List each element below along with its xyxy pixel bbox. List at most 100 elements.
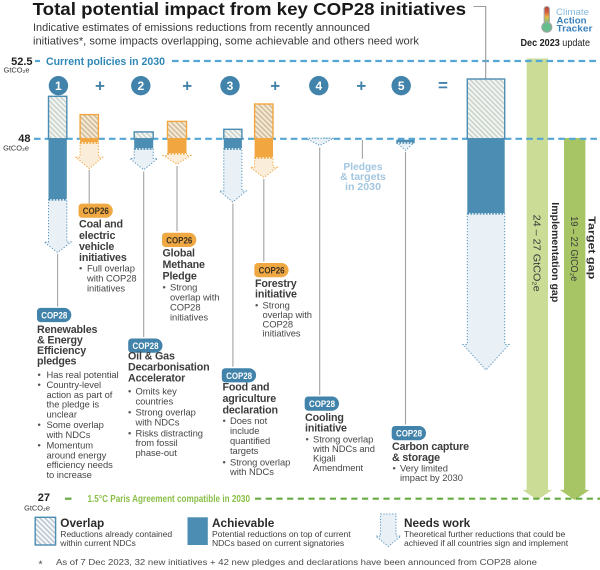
- svg-text:targets: targets: [230, 445, 259, 456]
- svg-text:5: 5: [398, 79, 405, 93]
- svg-text:+: +: [270, 76, 280, 95]
- svg-text:Has real potential: Has real potential: [47, 369, 119, 380]
- svg-text:•: •: [38, 379, 41, 390]
- svg-text:Reductions already contained: Reductions already contained: [60, 529, 172, 539]
- svg-text:48: 48: [18, 133, 30, 145]
- svg-text:Strong overlap: Strong overlap: [136, 407, 196, 418]
- svg-text:Momentum: Momentum: [47, 440, 94, 451]
- svg-text:COP28: COP28: [41, 311, 67, 321]
- svg-text:+: +: [182, 76, 192, 95]
- svg-text:declaration: declaration: [223, 405, 278, 417]
- svg-text:Global: Global: [163, 248, 196, 260]
- svg-text:•: •: [306, 434, 309, 445]
- svg-text:*: *: [39, 559, 43, 570]
- svg-text:with NDCs: with NDCs: [135, 416, 180, 427]
- svg-text:Achievable: Achievable: [212, 516, 275, 530]
- svg-text:Target gap: Target gap: [585, 216, 596, 279]
- svg-text:Total potential impact from ke: Total potential impact from key COP28 in…: [33, 0, 467, 19]
- svg-text:initiatives: initiatives: [263, 328, 301, 339]
- svg-text:quantified: quantified: [230, 435, 270, 446]
- svg-text:24 – 27 GtCO₂e: 24 – 27 GtCO₂e: [530, 215, 541, 293]
- svg-text:Country-level: Country-level: [47, 379, 102, 390]
- svg-text:+: +: [356, 76, 366, 95]
- svg-text:COP28: COP28: [309, 399, 335, 409]
- svg-text:Strong overlap: Strong overlap: [313, 434, 373, 445]
- svg-text:•: •: [79, 263, 82, 274]
- svg-text:Action: Action: [557, 16, 587, 26]
- svg-text:& Energy: & Energy: [37, 335, 83, 347]
- svg-text:•: •: [38, 419, 41, 430]
- svg-text:Indicative estimates of emissi: Indicative estimates of emissions reduct…: [33, 22, 370, 34]
- svg-text:52.5: 52.5: [11, 56, 32, 68]
- svg-text:include: include: [230, 425, 259, 436]
- svg-text:agriculture: agriculture: [223, 393, 277, 405]
- svg-text:1: 1: [55, 79, 62, 93]
- svg-text:Full overlap: Full overlap: [87, 263, 135, 274]
- svg-text:Amendment: Amendment: [313, 462, 364, 473]
- svg-text:countries: countries: [136, 396, 174, 407]
- svg-text:GtCO₂e: GtCO₂e: [3, 143, 29, 152]
- svg-text:around energy: around energy: [47, 449, 107, 460]
- svg-text:Pledge: Pledge: [163, 271, 197, 283]
- svg-text:=: =: [438, 76, 448, 95]
- svg-text:Risks distracting: Risks distracting: [136, 427, 203, 438]
- svg-text:NDCs based on current signator: NDCs based on current signatories: [212, 538, 344, 548]
- svg-text:Decarbonisation: Decarbonisation: [128, 362, 210, 374]
- svg-text:electric: electric: [79, 230, 115, 242]
- svg-text:vehicle: vehicle: [79, 241, 114, 253]
- svg-text:Coal and: Coal and: [79, 219, 123, 231]
- svg-text:COP26: COP26: [83, 206, 109, 216]
- svg-text:Methane: Methane: [163, 259, 206, 271]
- svg-text:Strong: Strong: [263, 300, 290, 311]
- svg-text:•: •: [128, 407, 131, 418]
- svg-text:Implementation gap: Implementation gap: [549, 202, 560, 302]
- svg-text:with NDCs and: with NDCs and: [312, 443, 375, 454]
- svg-text:Needs work: Needs work: [404, 516, 471, 530]
- svg-text:•: •: [128, 386, 131, 397]
- svg-text:with NDCs: with NDCs: [46, 429, 91, 440]
- svg-text:impact by 2030: impact by 2030: [400, 472, 463, 483]
- svg-text:the pledge is: the pledge is: [47, 399, 100, 410]
- svg-text:GtCO₂e: GtCO₂e: [4, 66, 30, 75]
- svg-text:•: •: [163, 282, 166, 293]
- svg-text:GtCO₂e: GtCO₂e: [24, 504, 50, 513]
- svg-text:with NDCs: with NDCs: [229, 466, 274, 477]
- svg-text:Strong overlap: Strong overlap: [230, 456, 290, 467]
- svg-text:achieved if all countries sign: achieved if all countries sign and imple…: [404, 538, 569, 548]
- svg-text:As of 7 Dec 2023, 32 new initi: As of 7 Dec 2023, 32 new initiatives + 4…: [56, 557, 537, 567]
- svg-text:Renewables: Renewables: [37, 324, 97, 336]
- svg-text:19 – 22 GtCO₂e: 19 – 22 GtCO₂e: [568, 216, 579, 282]
- svg-text:Carbon capture: Carbon capture: [392, 441, 469, 453]
- svg-text:initiative: initiative: [305, 423, 347, 435]
- svg-text:& storage: & storage: [392, 452, 440, 464]
- svg-text:efficiency needs: efficiency needs: [47, 459, 114, 470]
- svg-text:Tracker: Tracker: [557, 23, 593, 33]
- svg-text:overlap with: overlap with: [263, 309, 312, 320]
- svg-text:from fossil: from fossil: [136, 437, 178, 448]
- svg-text:•: •: [128, 427, 131, 438]
- svg-text:with COP28: with COP28: [86, 273, 137, 284]
- svg-text:Theoretical further reductions: Theoretical further reductions that coul…: [404, 529, 565, 539]
- svg-text:Dec 2023 update: Dec 2023 update: [521, 38, 591, 49]
- svg-text:Very limited: Very limited: [400, 462, 448, 473]
- svg-text:27: 27: [38, 492, 50, 504]
- svg-text:2: 2: [137, 79, 144, 93]
- svg-text:in 2030: in 2030: [345, 182, 382, 193]
- svg-text:& targets: & targets: [340, 172, 386, 183]
- svg-text:Strong: Strong: [170, 282, 197, 293]
- svg-text:Current policies in 2030: Current policies in 2030: [46, 56, 165, 68]
- svg-text:Accelerator: Accelerator: [128, 373, 185, 385]
- svg-text:within current NDCs: within current NDCs: [59, 538, 135, 548]
- svg-text:Overlap: Overlap: [60, 516, 104, 530]
- svg-text:initiatives*, some impacts ove: initiatives*, some impacts overlapping, …: [33, 35, 420, 47]
- svg-text:COP28: COP28: [170, 302, 201, 313]
- svg-text:Efficiency: Efficiency: [37, 345, 86, 357]
- svg-text:Omits key: Omits key: [136, 386, 178, 397]
- svg-text:initiatives: initiatives: [170, 312, 208, 323]
- svg-text:•: •: [255, 300, 258, 311]
- svg-text:pledges: pledges: [37, 356, 77, 368]
- svg-text:COP28: COP28: [396, 429, 422, 439]
- svg-text:Potential reductions on top of: Potential reductions on top of current: [212, 529, 351, 539]
- svg-text:phase-out: phase-out: [136, 447, 178, 458]
- svg-text:Pledges: Pledges: [344, 162, 384, 173]
